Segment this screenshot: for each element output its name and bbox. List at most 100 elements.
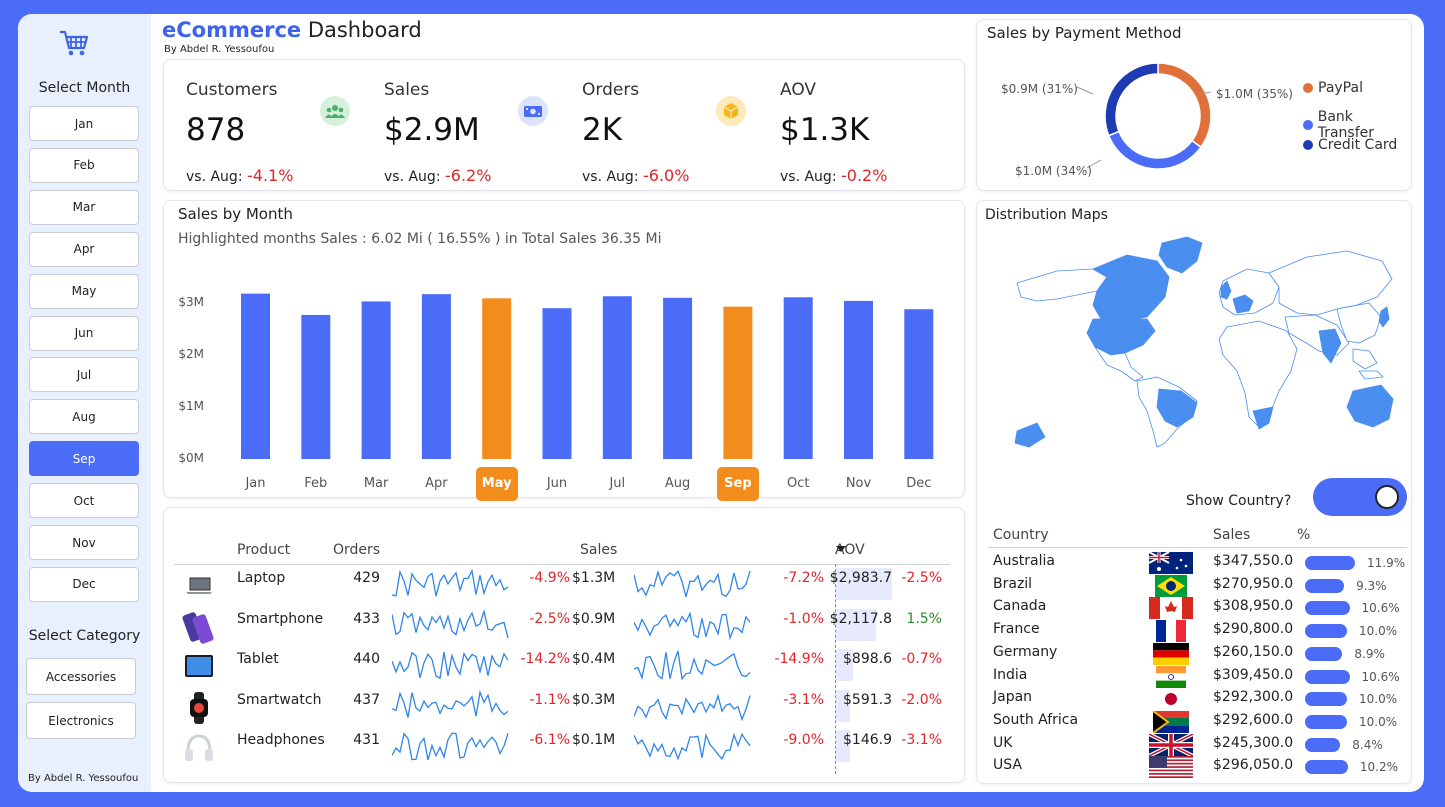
month-button-apr[interactable]: Apr: [29, 231, 139, 267]
country-header-divider: [987, 547, 1407, 548]
country-pct-bar: [1305, 646, 1343, 661]
product-name: Smartphone: [237, 610, 324, 627]
bar-jan[interactable]: [241, 293, 270, 459]
aov-delta: 1.5%: [906, 610, 942, 627]
orders-delta: -1.1%: [529, 691, 570, 708]
show-country-toggle[interactable]: [1313, 478, 1407, 516]
country-sales: $347,550.0: [1213, 553, 1294, 569]
donut-value-label: $0.9M (31%): [1001, 82, 1078, 96]
bar-sep[interactable]: [723, 306, 753, 459]
donut-slice-credit-card[interactable]: [1104, 62, 1159, 137]
y-tick-label: $1M: [178, 399, 204, 413]
headphones-icon: [182, 732, 216, 762]
orders-sparkline: [392, 568, 509, 597]
legend-item-credit-card[interactable]: Credit Card: [1303, 137, 1397, 153]
box-icon: [716, 96, 746, 126]
month-button-sep[interactable]: Sep: [29, 441, 139, 477]
legend-item-bank-transfer[interactable]: Bank Transfer: [1303, 109, 1411, 141]
bar-feb[interactable]: [301, 314, 331, 459]
orders-sparkline: [392, 608, 509, 638]
world-map[interactable]: [997, 221, 1397, 451]
month-button-oct[interactable]: Oct: [29, 483, 139, 519]
payment-method-title: Sales by Payment Method: [987, 24, 1182, 42]
product-orders: 437: [353, 691, 380, 708]
category-button-electronics[interactable]: Electronics: [26, 702, 136, 739]
product-name: Tablet: [237, 651, 279, 667]
country-pct-bar: [1305, 578, 1345, 593]
legend-label: PayPal: [1318, 80, 1363, 96]
x-tick-label-feb: Feb: [304, 476, 328, 491]
donut-value-label: $1.0M (35%): [1216, 87, 1293, 101]
table-header-divider: [174, 564, 950, 565]
bar-may[interactable]: [482, 298, 512, 459]
month-button-jul[interactable]: Jul: [29, 357, 139, 393]
country-name: France: [993, 621, 1040, 638]
month-button-nov[interactable]: Nov: [29, 525, 139, 560]
country-name: Australia: [993, 553, 1055, 569]
column-header-sales: Sales: [580, 542, 618, 558]
month-button-mar[interactable]: Mar: [29, 189, 139, 225]
x-tick-label-nov: Nov: [845, 476, 872, 491]
page-title-bold: eCommerce: [162, 18, 302, 42]
country-pct-bar: [1305, 601, 1350, 616]
uk-flag-icon: [1149, 733, 1193, 756]
product-aov: $2,117.8: [829, 610, 892, 627]
bar-jun[interactable]: [542, 308, 572, 459]
x-tick-label-may[interactable]: May: [475, 467, 518, 501]
month-button-dec[interactable]: Dec: [29, 566, 139, 602]
month-button-feb[interactable]: Feb: [29, 147, 139, 183]
select-month-label: Select Month: [38, 80, 131, 96]
bar-mar[interactable]: [361, 301, 391, 459]
country-pct: 10.0%: [1359, 692, 1398, 707]
page-byline: By Abdel R. Yessoufou: [164, 44, 275, 55]
bar-nov[interactable]: [844, 300, 873, 459]
x-tick-label-oct: Oct: [786, 476, 810, 491]
aov-delta: -0.7%: [901, 651, 942, 667]
x-tick-label-sep[interactable]: Sep: [716, 467, 759, 501]
x-tick-label-jan: Jan: [245, 476, 266, 491]
product-orders: 440: [353, 651, 380, 667]
sales-sparkline: [634, 693, 751, 721]
country-pct: 10.6%: [1361, 601, 1400, 616]
column-header-percent: %: [1297, 527, 1311, 543]
column-header-orders: Orders: [333, 542, 381, 558]
product-sales: $0.3M: [572, 691, 616, 708]
y-tick-label: $0M: [178, 451, 204, 465]
country-sales: $260,150.0: [1213, 643, 1294, 660]
sort-desc-icon[interactable]: [836, 546, 846, 554]
product-name: Headphones: [237, 732, 325, 748]
month-button-jun[interactable]: Jun: [29, 315, 139, 351]
product-name: Laptop: [237, 570, 286, 586]
bar-aug[interactable]: [663, 297, 693, 459]
distribution-map-title: Distribution Maps: [985, 207, 1108, 223]
kpi-comparison-value: -0.2%: [840, 166, 888, 185]
kpi-comparison-label: vs. Aug:: [582, 169, 643, 185]
orders-sparkline: [392, 651, 509, 680]
kpi-comparison-label: vs. Aug:: [186, 169, 247, 185]
smartphone-icon: [182, 611, 216, 644]
donut-leader-line: [1086, 159, 1102, 169]
bar-dec[interactable]: [904, 309, 934, 459]
japan-flag-icon: [1155, 688, 1187, 711]
donut-slice-paypal[interactable]: [1157, 62, 1212, 149]
smartwatch-icon: [182, 691, 216, 724]
product-aov: $2,983.7: [829, 570, 892, 586]
cart-icon: [60, 30, 89, 56]
legend-item-paypal[interactable]: PayPal: [1303, 80, 1363, 96]
legend-dot: [1303, 83, 1313, 93]
country-name: Canada: [993, 598, 1047, 615]
kpi-value: $1.3K: [780, 112, 870, 148]
y-tick-label: $3M: [178, 295, 204, 309]
bar-jul[interactable]: [602, 296, 632, 459]
orders-delta: -4.9%: [529, 570, 570, 586]
product-table-card: Product Orders Sales AOV Laptop 429 -4.9% $…: [163, 507, 965, 783]
month-button-jan[interactable]: Jan: [29, 106, 139, 141]
bar-oct[interactable]: [783, 297, 813, 459]
month-button-may[interactable]: May: [29, 273, 139, 309]
month-button-aug[interactable]: Aug: [29, 399, 139, 435]
sales-delta: -3.1%: [783, 691, 824, 708]
money-icon: [518, 96, 548, 126]
donut-slice-bank-transfer[interactable]: [1107, 130, 1202, 170]
bar-apr[interactable]: [421, 294, 451, 459]
category-button-accessories[interactable]: Accessories: [26, 658, 136, 695]
